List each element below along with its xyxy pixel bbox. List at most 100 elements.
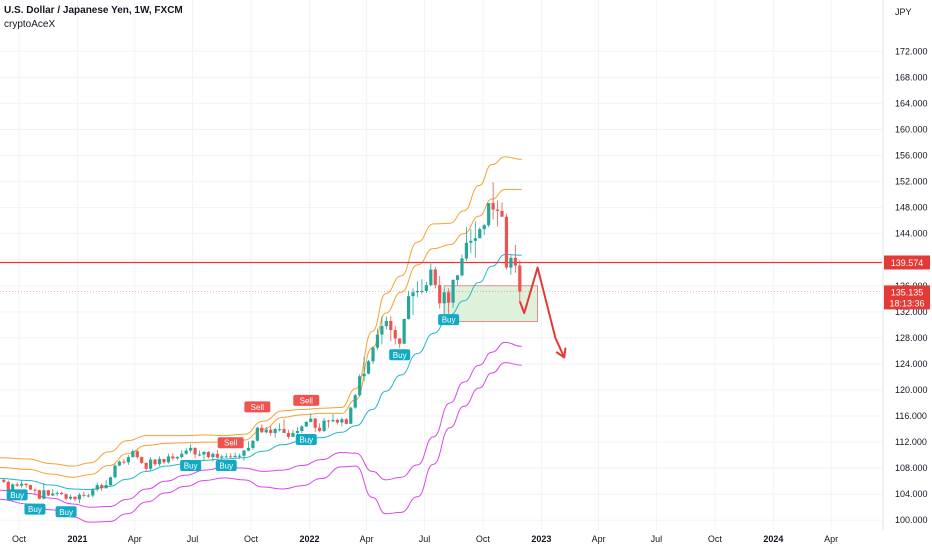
candle-body [495, 209, 500, 211]
candle-body [509, 257, 513, 268]
candle [269, 426, 273, 436]
x-tick-label: Apr [128, 534, 142, 544]
candle [126, 455, 130, 465]
y-tick-label: 112.000 [895, 437, 927, 447]
candle [309, 413, 313, 423]
x-tick-label: Apr [592, 534, 606, 544]
candle [95, 482, 99, 492]
candle-body [220, 456, 224, 458]
candle [55, 490, 59, 497]
candle-body [358, 376, 362, 396]
candle [42, 483, 46, 500]
candle-body [255, 427, 259, 441]
candle [33, 488, 37, 495]
candle [340, 417, 344, 427]
candle-body [135, 451, 139, 458]
y-tick-label: 144.000 [895, 229, 928, 239]
candle-body [108, 477, 113, 486]
y-tick-label: 148.000 [895, 203, 928, 213]
candle [273, 427, 277, 438]
candle-body [464, 242, 469, 259]
arrow-path[interactable] [518, 266, 566, 358]
symbol-title[interactable]: U.S. Dollar / Japanese Yen, 1W, FXCM [4, 5, 183, 16]
candle-body [398, 338, 402, 344]
candle-body [86, 495, 90, 497]
chart-legend: U.S. Dollar / Japanese Yen, 1W, FXCM cry… [4, 4, 183, 32]
candle [86, 493, 90, 498]
candle-body [447, 292, 451, 303]
candle [389, 316, 393, 342]
candle-body [144, 462, 148, 469]
resistance-price-tag[interactable]: 139.574 [884, 255, 930, 270]
arrow-head[interactable] [555, 347, 567, 359]
candle-body [202, 451, 206, 455]
candle-body [55, 492, 59, 494]
buy-signal: Buy [389, 349, 411, 361]
x-tick-label: 2024 [763, 534, 783, 544]
resistance-price-tag-bg [884, 255, 930, 270]
y-tick-label: 172.000 [895, 46, 928, 56]
candle-body [455, 275, 460, 280]
y-tick-label: 168.000 [895, 72, 928, 82]
candle [353, 393, 357, 409]
x-tick-label: Oct [244, 534, 259, 544]
candle [104, 479, 108, 489]
candle [162, 459, 166, 465]
candle-body [442, 292, 446, 304]
candle [455, 274, 460, 286]
indicator-name[interactable]: cryptoAceX [4, 19, 56, 30]
candle [28, 484, 33, 491]
candle [482, 223, 486, 235]
buy-signal-box [215, 460, 237, 472]
candle [451, 279, 455, 308]
candle-body [113, 465, 117, 478]
candle-body [197, 454, 202, 456]
x-tick-label: Jul [187, 534, 199, 544]
candle-body [77, 494, 82, 500]
candle-body [473, 238, 477, 241]
buy-signal-box [438, 314, 460, 326]
x-tick-label: 2023 [531, 534, 551, 544]
candle [286, 429, 291, 439]
candle-body [264, 429, 268, 433]
upper-band-outer [0, 156, 522, 467]
candle [211, 452, 215, 462]
candle [77, 492, 82, 504]
candle-body [344, 419, 348, 424]
candle-body [513, 257, 517, 266]
signal-label: Sell [224, 439, 238, 448]
candle-body [237, 455, 242, 457]
countdown-label: 18:13:36 [889, 298, 924, 308]
time-axis[interactable]: Oct 2021 Apr Jul Oct 2022 Apr Jul Oct 2023 Apr Jul O… [12, 534, 838, 544]
signal-label: Buy [10, 491, 24, 500]
candle [487, 203, 491, 228]
candle-body [438, 285, 442, 304]
candle [224, 453, 228, 458]
candle-body [189, 447, 193, 451]
sell-signal: Sell [244, 401, 271, 413]
candle [464, 227, 469, 262]
candle-body [162, 459, 166, 463]
candle-body [411, 292, 415, 297]
y-tick-label: 160.000 [895, 124, 928, 134]
candle-body [51, 493, 55, 496]
candle [349, 406, 353, 424]
projection-arrow[interactable] [518, 266, 567, 359]
buy-signal: Buy [180, 460, 202, 472]
candle [220, 454, 224, 461]
grid [0, 0, 882, 530]
candle [304, 421, 308, 428]
buy-signal-box [55, 506, 77, 518]
sell-signal-box [217, 437, 244, 449]
candle-body [37, 490, 41, 499]
candle-body [335, 419, 340, 423]
candle-body [277, 429, 282, 431]
candle-body [260, 427, 264, 433]
candle [229, 453, 233, 458]
x-tick-label: Jul [651, 534, 663, 544]
candle-body [233, 455, 237, 458]
candle [166, 453, 170, 464]
